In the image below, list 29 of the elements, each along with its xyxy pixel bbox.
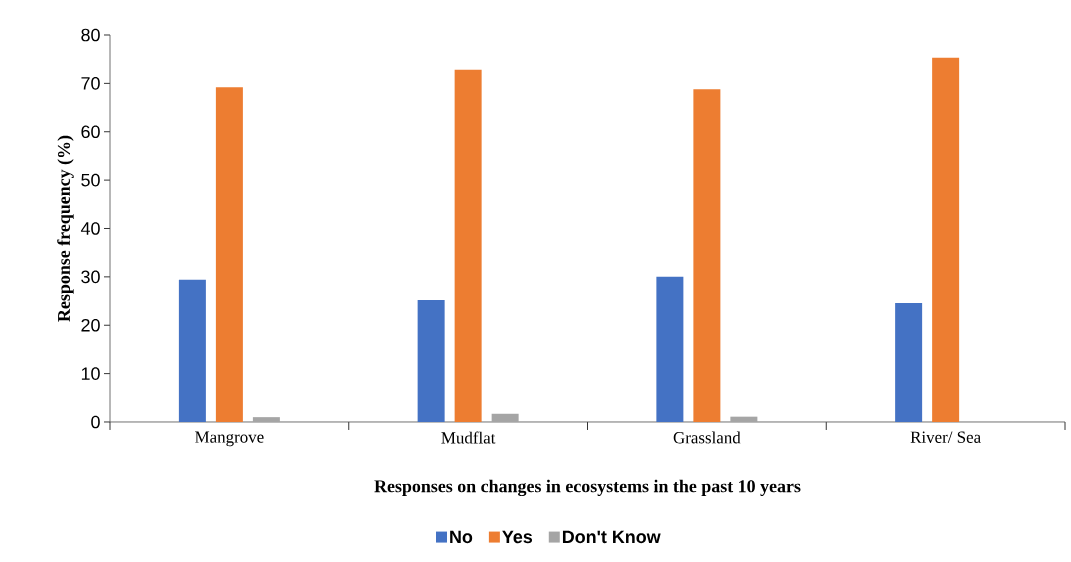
bar [178,279,206,422]
bar [693,89,721,422]
legend-label: Yes [502,530,533,544]
x-tick-label: River/ Sea [910,431,981,443]
bar [730,416,758,422]
x-tick-label: Grassland [673,431,741,444]
y-tick-label: 0 [91,415,100,429]
y-tick-label: 30 [81,270,100,284]
bar [932,57,960,422]
y-tick-label: 50 [81,173,100,187]
bar [454,69,482,422]
bar [491,413,519,422]
bar [417,300,445,422]
y-tick-label: 60 [81,125,100,139]
bar [656,276,684,422]
y-tick-label: 70 [81,77,100,90]
bar [895,302,923,422]
x-tick-label: Mudflat [441,431,496,444]
legend-label: No [450,530,473,544]
x-tick-label: Mangrove [195,431,264,447]
legend-label: Don't Know [562,530,661,544]
x-axis-title: Responses on changes in ecosystems in the past 10 years [374,479,801,497]
bar [252,417,280,422]
y-tick-label: 10 [81,367,100,380]
y-tick-label: 20 [81,318,100,332]
y-tick-label: 40 [80,222,100,235]
y-tick-label: 80 [81,28,100,42]
y-axis-title: Response frequency (%) [57,135,74,322]
bar [215,87,243,422]
